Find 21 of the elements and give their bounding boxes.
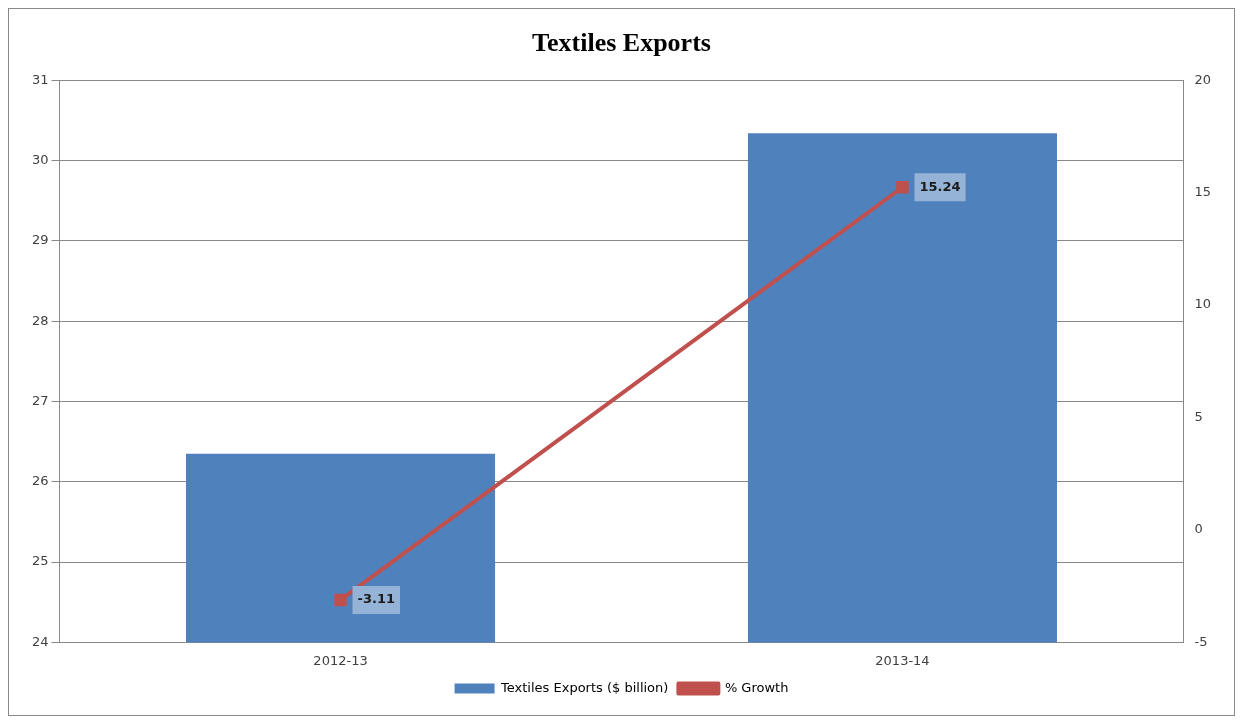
y2-tick-label: 15 [1194, 184, 1211, 200]
y2-tick-label: 20 [1194, 71, 1211, 87]
x-tick-label: 2012-13 [313, 652, 368, 668]
y-tick-label: 29 [32, 232, 49, 248]
chart-title: Textiles Exports [532, 28, 711, 58]
x-tick-label: 2013-14 [875, 652, 930, 668]
y-tick-label: 28 [32, 312, 49, 328]
y-tick-label: 24 [32, 633, 49, 649]
y-tick-label: 27 [32, 392, 49, 408]
y2-tick-label: 0 [1194, 521, 1203, 537]
y-tick-label: 26 [32, 473, 49, 489]
legend-label: % Growth [724, 679, 789, 695]
data-label: -3.11 [357, 591, 396, 607]
y-tick-label: 30 [32, 151, 49, 167]
y2-tick-label: 10 [1194, 296, 1211, 312]
y-tick-label: 25 [32, 553, 49, 569]
data-label: 15.24 [919, 178, 961, 194]
y-tick-label: 31 [32, 71, 49, 87]
y2-tick-label: 5 [1194, 408, 1203, 424]
y2-tick-label: -5 [1194, 633, 1208, 649]
legend-label: Textiles Exports ($ billion) [500, 679, 669, 695]
